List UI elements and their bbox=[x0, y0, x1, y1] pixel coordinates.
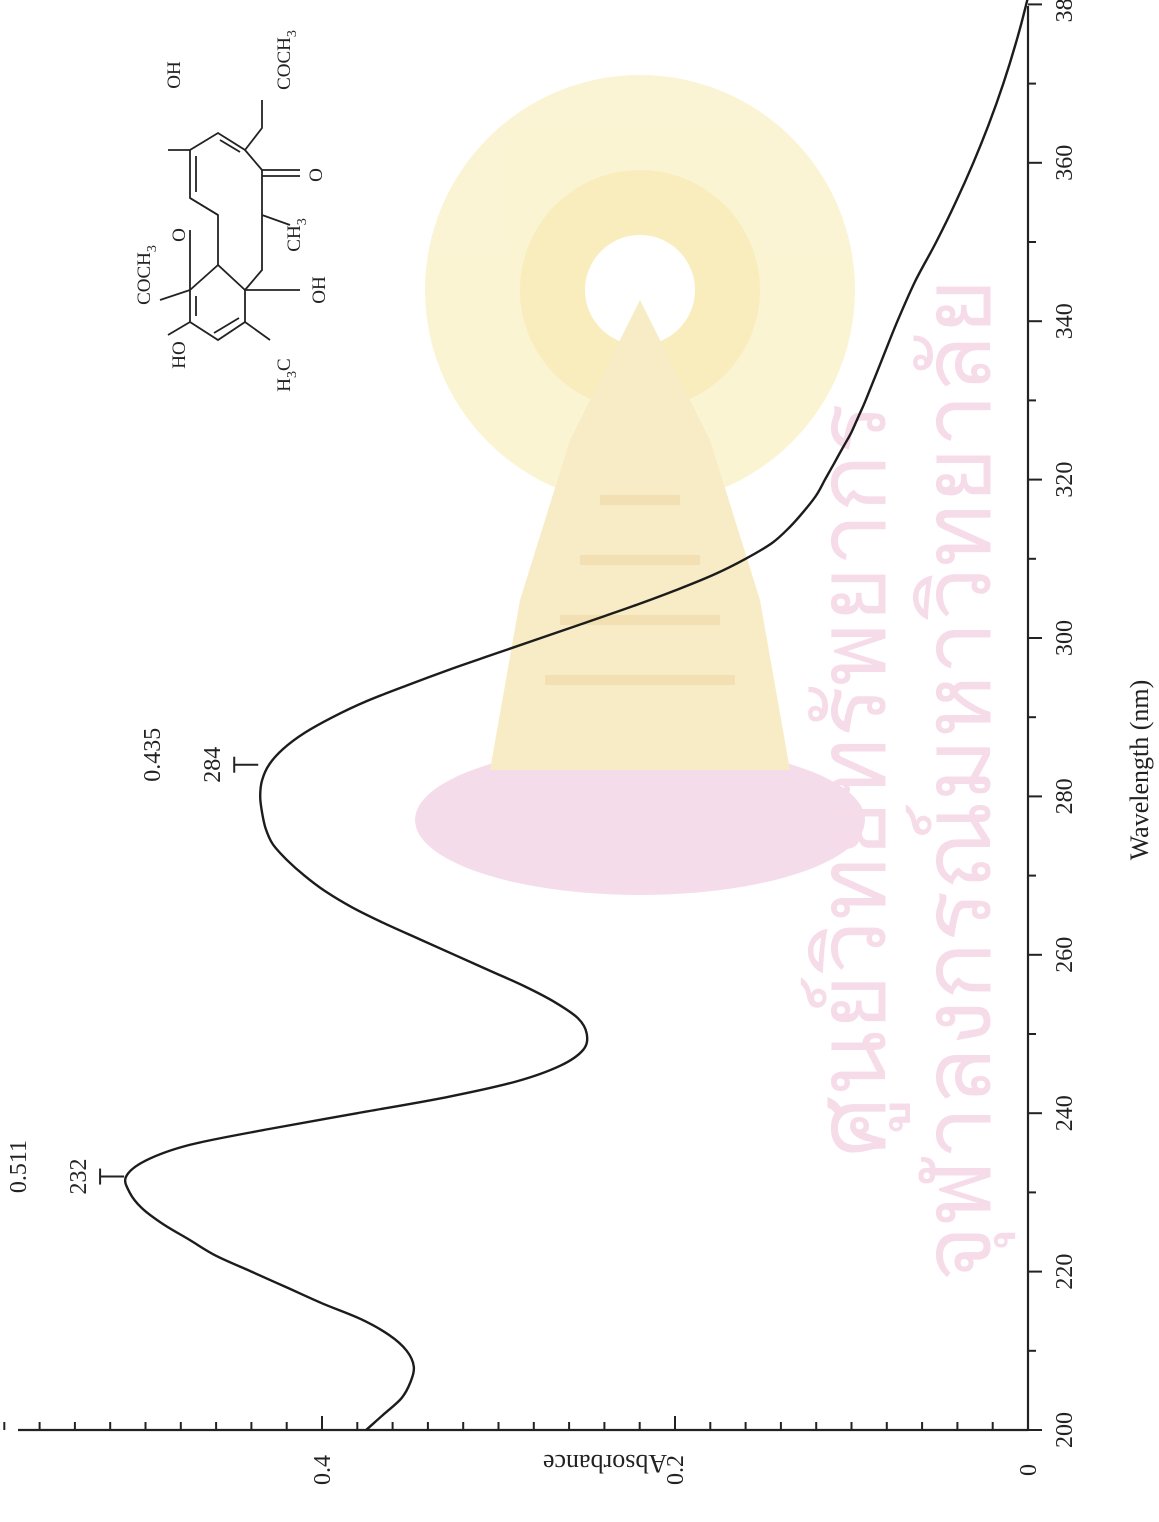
chemical-structure: OH COCH3 O CH3 O COCH3 OH HO H3C bbox=[134, 30, 330, 392]
peak-annotations: 232 0.511 284 0.435 bbox=[6, 728, 259, 1195]
watermark: ศูนย์วิทยทรัพยากร จุฬาลงกรณ์มหาวิทยาลัย bbox=[415, 75, 1016, 1282]
watermark-emblem bbox=[415, 75, 865, 895]
h3c-bond bbox=[244, 321, 271, 341]
x-tick-label: 220 bbox=[1052, 1254, 1078, 1290]
left-ring-double-bonds bbox=[195, 296, 240, 334]
x-tick-label: 320 bbox=[1052, 462, 1078, 498]
watermark-line1: ศูนย์วิทยทรัพยากร bbox=[796, 403, 910, 1157]
x-axis-ticks: 200 220 240 260 280 300 320 340 360 380 bbox=[1028, 0, 1078, 1448]
acetyl-top-bond bbox=[244, 100, 263, 151]
right-ring-double-bonds bbox=[195, 139, 241, 192]
peak-absorbance-label: 0.435 bbox=[140, 728, 166, 782]
x-tick-label: 340 bbox=[1052, 303, 1078, 339]
label-ch3: CH3 bbox=[284, 218, 310, 251]
middle-ring bbox=[189, 197, 263, 291]
right-ring bbox=[189, 131, 263, 216]
label-carbonyl-o: O bbox=[306, 168, 327, 182]
peak-wavelength-label: 284 bbox=[200, 747, 226, 783]
acetyl-left-bond bbox=[159, 289, 191, 301]
methyl-bond bbox=[261, 214, 291, 226]
x-tick-label: 240 bbox=[1052, 1095, 1078, 1131]
carbonyl-bond bbox=[262, 169, 300, 177]
label-ring-o: O bbox=[169, 228, 190, 242]
spectrum-line-0 bbox=[123, 0, 1029, 1431]
left-ring bbox=[189, 263, 246, 342]
x-tick-label: 280 bbox=[1052, 778, 1078, 814]
x-tick-label: 300 bbox=[1052, 620, 1078, 656]
label-oh-bottom: OH bbox=[309, 276, 330, 304]
label-h3c: H3C bbox=[274, 358, 300, 391]
y-axis-ticks: 00.20.40.6 bbox=[3, 1416, 1042, 1485]
peak-wavelength-label: 232 bbox=[66, 1159, 92, 1195]
x-axis-title: Wavelength (nm) bbox=[1125, 680, 1154, 861]
x-tick-label: 360 bbox=[1052, 145, 1078, 181]
label-ho: HO bbox=[169, 341, 190, 368]
series-layer bbox=[123, 0, 1029, 1431]
y-axis-title: Absorbance bbox=[543, 1449, 667, 1478]
label-coch3-left: COCH3 bbox=[134, 245, 160, 305]
x-tick-label: 200 bbox=[1052, 1412, 1078, 1448]
x-tick-label: 380 bbox=[1052, 0, 1078, 22]
x-tick-label: 260 bbox=[1052, 937, 1078, 973]
label-coch3-top: COCH3 bbox=[274, 30, 300, 90]
y-tick-label: 0.4 bbox=[310, 1455, 336, 1485]
label-oh-top: OH bbox=[164, 61, 185, 89]
y-tick-label: 0.2 bbox=[663, 1455, 689, 1485]
y-tick-label: 0 bbox=[1016, 1464, 1042, 1476]
ho-bond bbox=[167, 321, 191, 336]
peak-absorbance-label: 0.511 bbox=[6, 1140, 32, 1193]
watermark-line2: จุฬาลงกรณ์มหาวิทยาลัย bbox=[901, 278, 1016, 1281]
